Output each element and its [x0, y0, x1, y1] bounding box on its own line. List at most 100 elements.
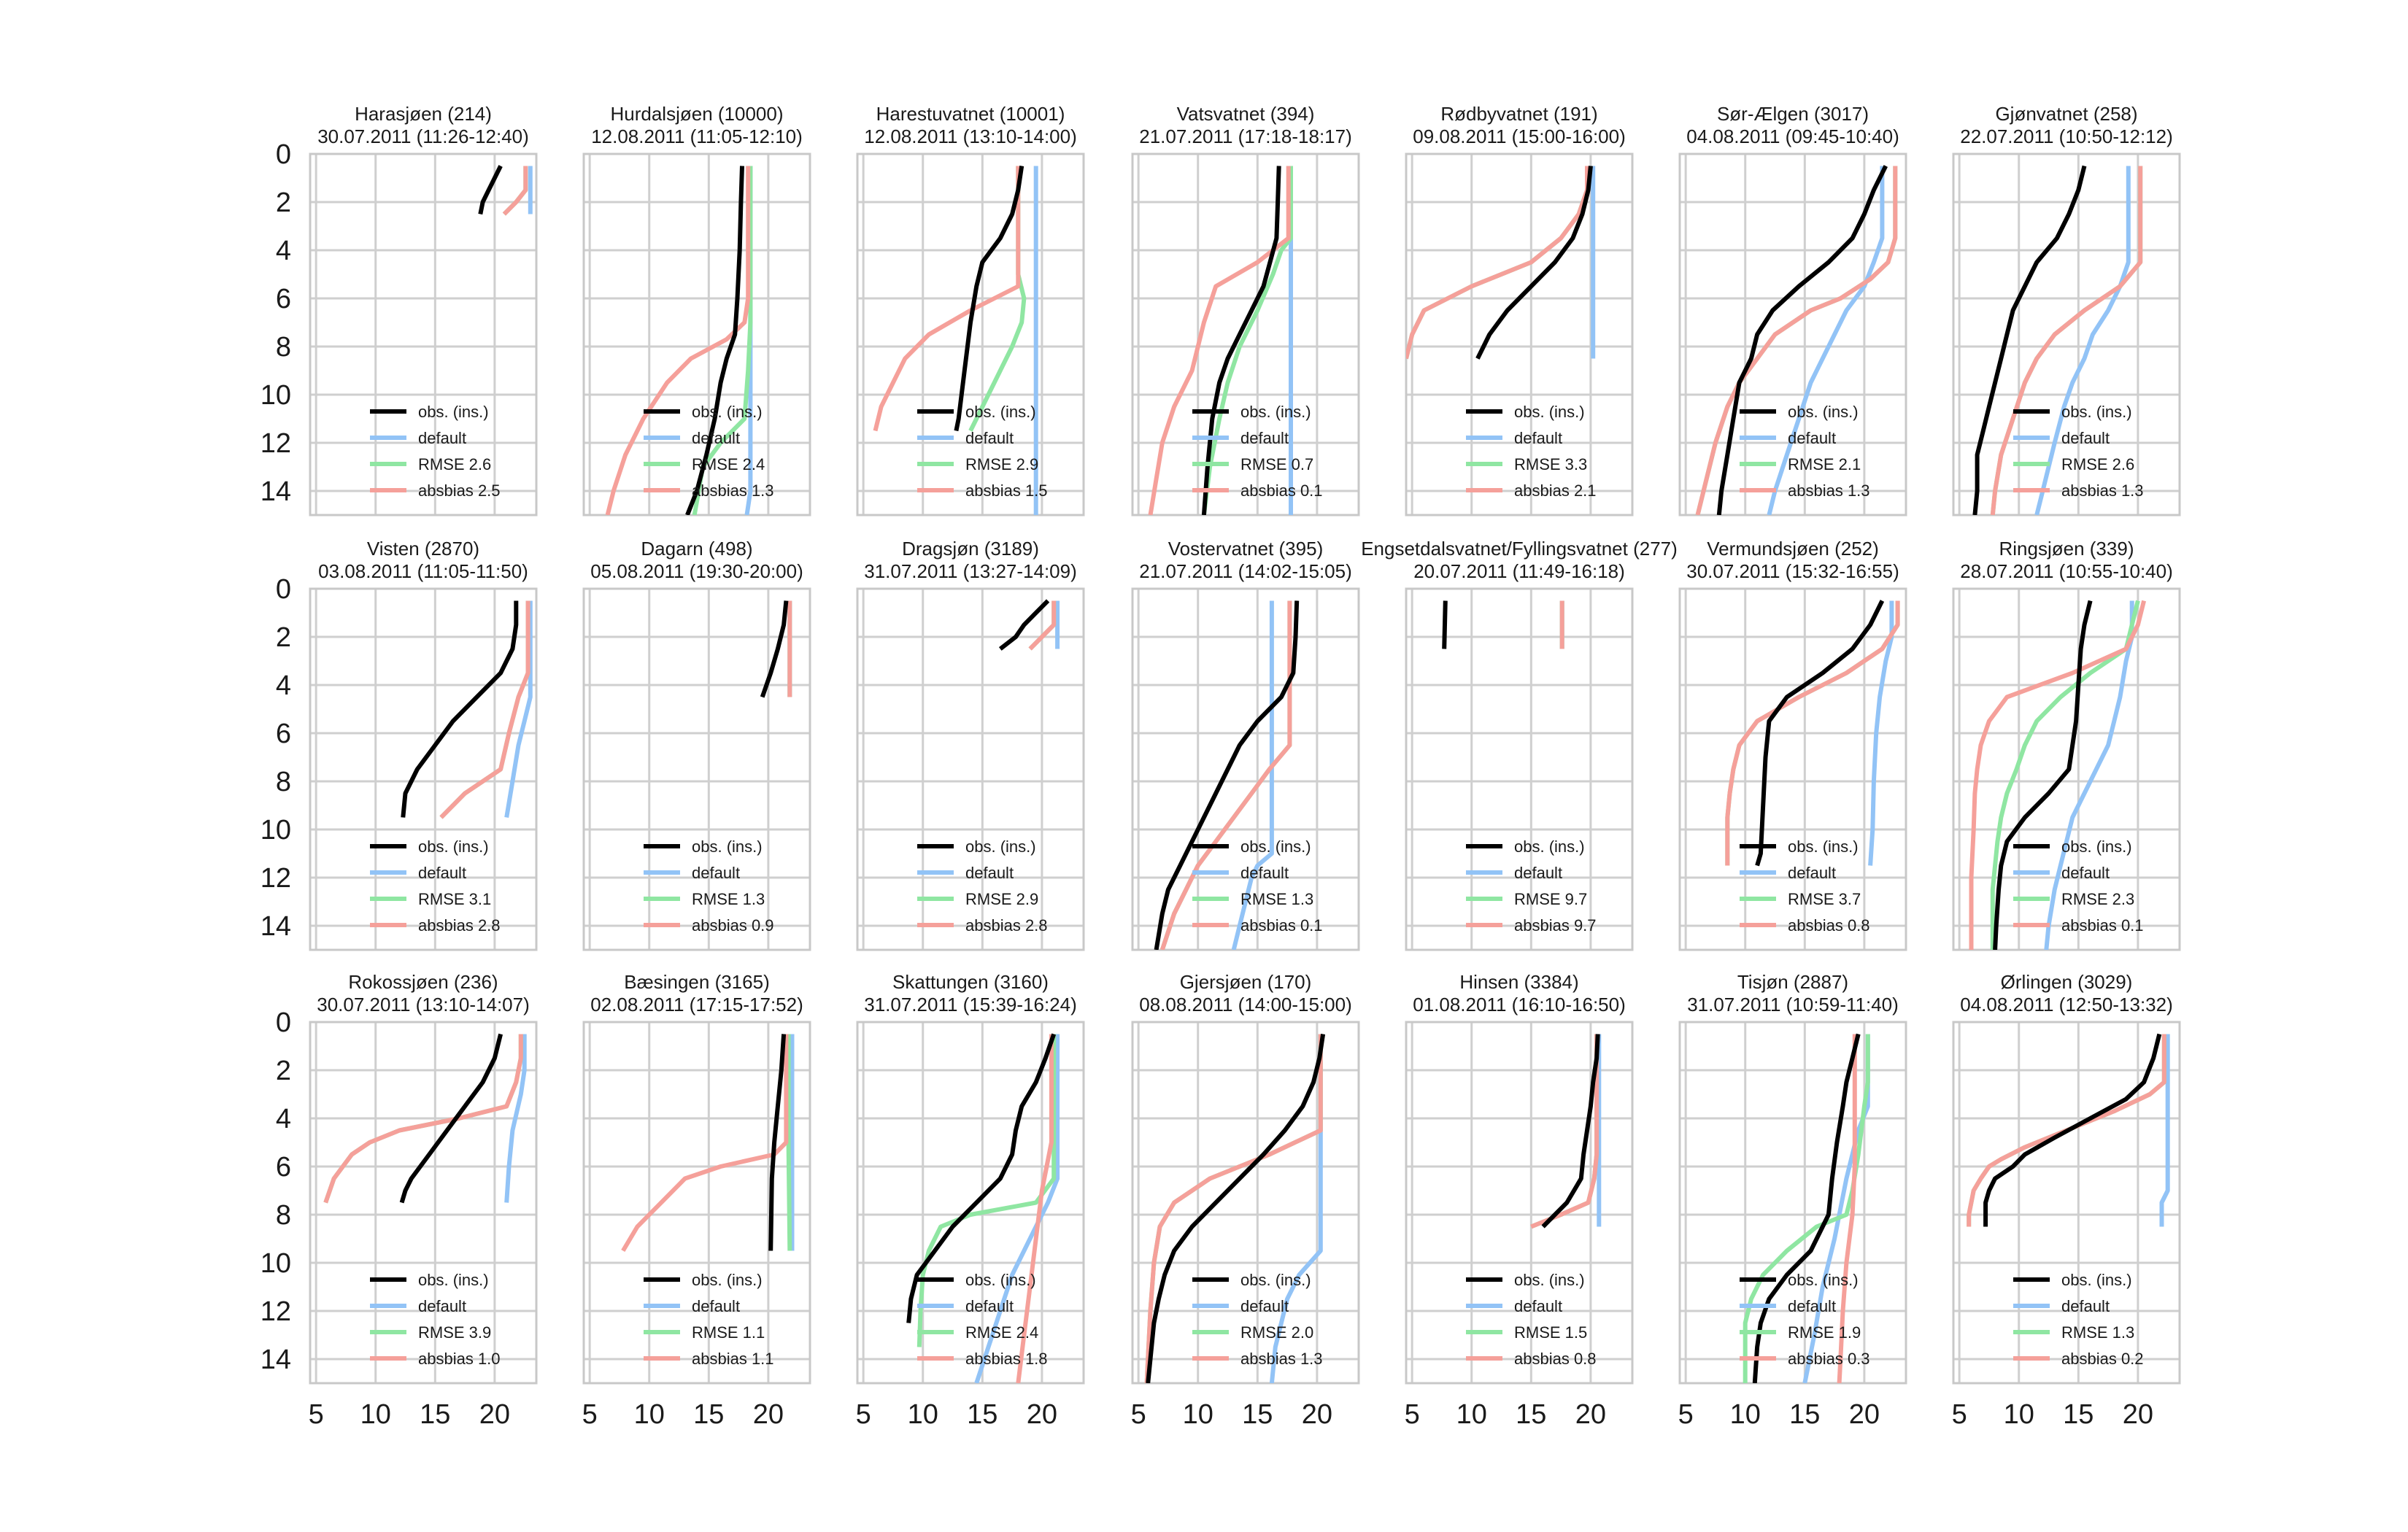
series-line-absbias — [439, 600, 530, 819]
plot-frame — [1405, 587, 1634, 951]
legend-label-default: default — [965, 1297, 1014, 1315]
x-tick-label: 5 — [1952, 1399, 1967, 1430]
legend-label-absbias: absbias 1.1 — [692, 1350, 774, 1368]
legend-label-default: default — [1240, 1297, 1289, 1315]
legend-label-absbias: absbias 1.3 — [2061, 481, 2144, 500]
x-tick-label: 15 — [2063, 1399, 2094, 1430]
legend: obs. (ins.) default RMSE 2.6 absbias 1.3 — [2013, 403, 2144, 500]
legend-label-rmse: RMSE 9.7 — [1514, 890, 1587, 908]
legend-label-rmse: RMSE 1.5 — [1514, 1323, 1587, 1342]
plot-frame — [1952, 1021, 2181, 1385]
panel-title: Gjønvatnet (258) — [1995, 103, 2137, 125]
series-line-rmse — [1201, 166, 1293, 515]
legend-label-absbias: absbias 1.3 — [1788, 481, 1870, 500]
legend-label-obs: obs. (ins.) — [692, 403, 763, 421]
legend-label-rmse: RMSE 1.3 — [692, 890, 765, 908]
series-line-absbias — [502, 166, 528, 216]
legend-label-default: default — [692, 864, 740, 882]
legend-label-obs: obs. (ins.) — [692, 1271, 763, 1289]
panel-subtitle: 12.08.2011 (11:05-12:10) — [591, 125, 803, 147]
profile-panel: Vostervatnet (395)21.07.2011 (14:02-15:0… — [1131, 538, 1360, 951]
x-tick-label: 5 — [1405, 1399, 1420, 1430]
x-tick-label: 20 — [1027, 1399, 1057, 1430]
legend-label-rmse: RMSE 2.4 — [692, 455, 765, 473]
legend-label-obs: obs. (ins.) — [1514, 403, 1585, 421]
series-line-absbias — [1144, 1034, 1323, 1383]
legend-label-obs: obs. (ins.) — [418, 1271, 489, 1289]
y-tick-label: 14 — [261, 476, 291, 507]
legend-label-absbias: absbias 0.8 — [1514, 1350, 1597, 1368]
series-line-rmse — [1406, 166, 1589, 360]
panel-title: Hurdalsjøen (10000) — [610, 103, 783, 125]
series-line-default — [1231, 600, 1274, 950]
legend-label-default: default — [2061, 864, 2110, 882]
profile-panel: Skattungen (3160)31.07.2011 (15:39-16:24… — [856, 971, 1085, 1430]
legend-label-rmse: RMSE 1.1 — [692, 1323, 765, 1342]
x-tick-label: 15 — [1242, 1399, 1273, 1430]
legend-label-default: default — [692, 429, 740, 447]
panel-subtitle: 02.08.2011 (17:15-17:52) — [590, 994, 803, 1015]
profile-panel: Hurdalsjøen (10000)12.08.2011 (11:05-12:… — [582, 103, 811, 517]
series-line-rmse — [916, 1034, 1057, 1347]
panel-subtitle: 22.07.2011 (10:50-12:12) — [1960, 125, 2173, 147]
legend-label-obs: obs. (ins.) — [1788, 837, 1859, 856]
plot-frame — [582, 1021, 811, 1385]
legend: obs. (ins.) default RMSE 1.1 absbias 1.1 — [644, 1271, 774, 1368]
y-tick-label: 0 — [276, 574, 291, 605]
plot-frame — [1678, 587, 1907, 951]
y-tick-label: 4 — [276, 1104, 291, 1134]
legend-label-absbias: absbias 1.5 — [965, 481, 1048, 500]
plot-frame — [856, 152, 1085, 517]
series-line-rmse — [502, 166, 528, 216]
panel-title: Dragsjøn (3189) — [902, 538, 1039, 560]
legend: obs. (ins.) default RMSE 1.3 absbias 0.9 — [644, 837, 774, 935]
panel-title: Ørlingen (3029) — [2001, 971, 2133, 993]
x-tick-label: 15 — [1516, 1399, 1546, 1430]
x-tick-label: 10 — [634, 1399, 665, 1430]
x-tick-label: 20 — [1575, 1399, 1606, 1430]
legend-label-default: default — [1240, 429, 1289, 447]
legend: obs. (ins.) default RMSE 9.7 absbias 9.7 — [1466, 837, 1597, 935]
legend-label-default: default — [965, 864, 1014, 882]
legend-label-rmse: RMSE 2.3 — [2061, 890, 2134, 908]
y-tick-label: 6 — [276, 284, 291, 314]
legend-label-default: default — [692, 1297, 740, 1315]
panel-subtitle: 28.07.2011 (10:55-10:40) — [1960, 560, 2173, 582]
legend-label-rmse: RMSE 2.9 — [965, 455, 1038, 473]
panel-subtitle: 04.08.2011 (12:50-13:32) — [1960, 994, 2173, 1015]
y-tick-label: 0 — [276, 1007, 291, 1038]
legend: obs. (ins.) default RMSE 2.9 absbias 1.5 — [917, 403, 1048, 500]
y-tick-label: 6 — [276, 719, 291, 749]
legend: obs. (ins.) default RMSE 2.6 absbias 2.5 — [370, 403, 501, 500]
legend-label-absbias: absbias 0.1 — [1240, 481, 1323, 500]
legend: obs. (ins.) default RMSE 2.3 absbias 0.1 — [2013, 837, 2144, 935]
plot-frame — [1405, 1021, 1634, 1385]
y-tick-label: 12 — [261, 428, 291, 459]
series-line-obs — [1752, 1033, 1861, 1383]
legend-label-absbias: absbias 2.8 — [418, 916, 501, 935]
legend-label-absbias: absbias 0.8 — [1788, 916, 1870, 935]
series-line-absbias — [1016, 1034, 1054, 1383]
legend-label-rmse: RMSE 2.6 — [418, 455, 491, 473]
panel-subtitle: 03.08.2011 (11:05-11:50) — [318, 560, 528, 582]
series-line-absbias — [1990, 166, 2143, 515]
legend-label-obs: obs. (ins.) — [1240, 403, 1311, 421]
series-line-obs — [1755, 600, 1885, 867]
x-tick-label: 15 — [420, 1399, 450, 1430]
plot-frame — [1405, 152, 1634, 517]
series-line-obs — [998, 599, 1050, 651]
x-tick-label: 5 — [309, 1399, 324, 1430]
y-tick-label: 10 — [261, 380, 291, 411]
legend: obs. (ins.) default RMSE 2.4 absbias 1.8 — [917, 1271, 1048, 1368]
plot-frame — [309, 152, 538, 517]
panel-subtitle: 30.07.2011 (13:10-14:07) — [317, 994, 530, 1015]
panel-title: Dagarn (498) — [641, 538, 752, 560]
panel-title: Visten (2870) — [367, 538, 479, 560]
series-line-absbias — [1837, 1034, 1857, 1383]
series-line-absbias — [1967, 1034, 2166, 1227]
panel-title: Skattungen (3160) — [892, 971, 1049, 993]
legend-label-default: default — [418, 429, 466, 447]
x-tick-label: 10 — [2004, 1399, 2034, 1430]
panel-subtitle: 31.07.2011 (10:59-11:40) — [1687, 994, 1899, 1015]
y-tick-label: 4 — [276, 236, 291, 266]
